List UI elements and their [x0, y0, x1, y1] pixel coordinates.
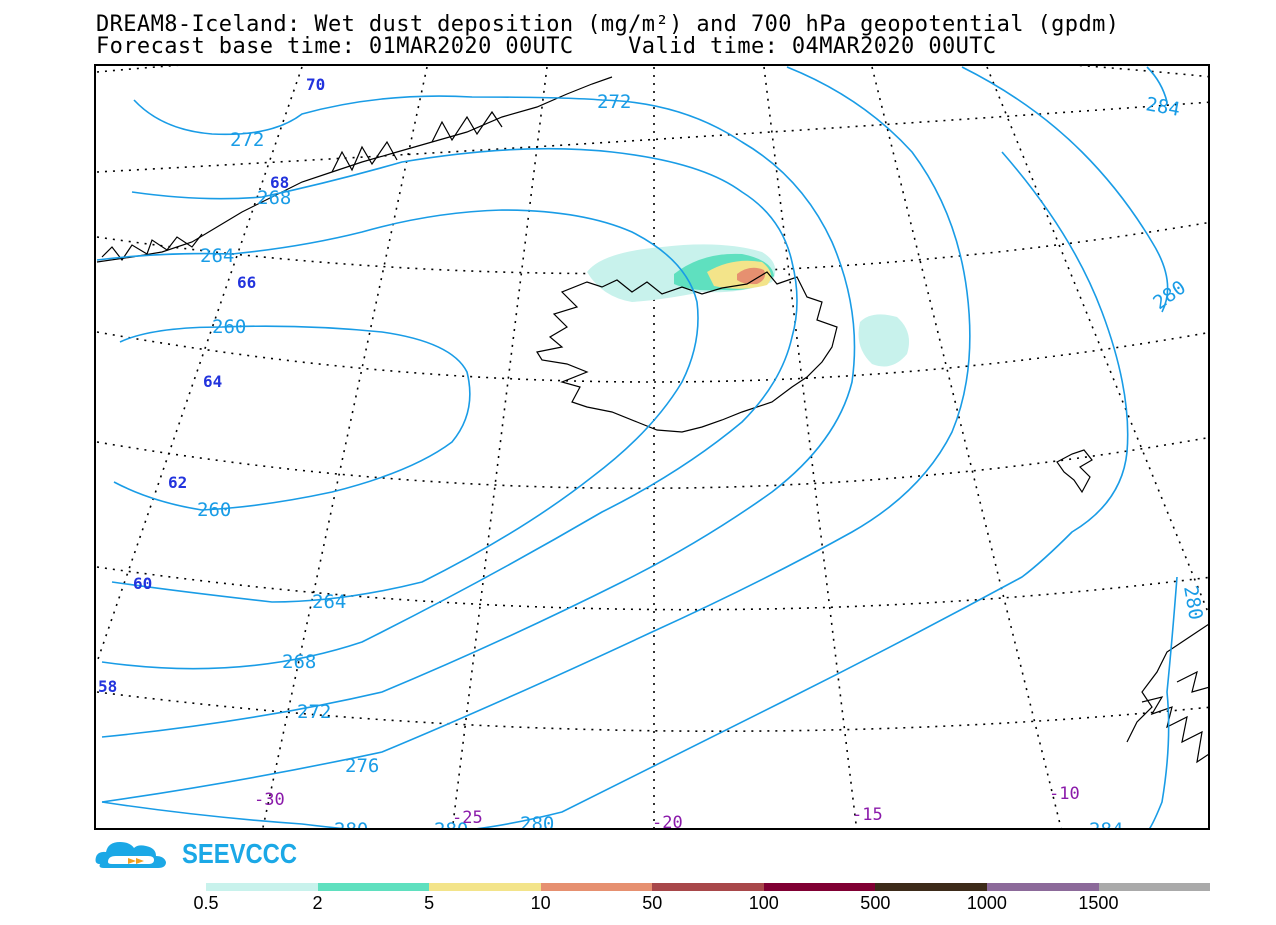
contour-label: 272	[230, 129, 264, 151]
latitude-line-68	[96, 101, 1208, 173]
legend-label: 2	[312, 893, 323, 913]
contour-280-bottom	[101, 801, 346, 828]
contour-272-north	[101, 95, 856, 738]
legend-swatch	[429, 883, 541, 891]
contour-label: 280	[1149, 276, 1190, 314]
dust-area-10	[737, 267, 766, 285]
legend-swatch	[206, 883, 318, 891]
longitude-label: -10	[1049, 784, 1080, 804]
contour-label: 284	[1144, 93, 1182, 121]
latitude-label: 60	[133, 574, 152, 593]
longitude-label: -20	[652, 813, 683, 830]
contour-label: 280	[334, 819, 368, 830]
contour-260-loop	[113, 325, 471, 511]
contour-label: 260	[212, 316, 246, 338]
meridian-5	[986, 66, 1208, 615]
contour-280-south	[476, 151, 1129, 828]
legend-swatch	[652, 883, 764, 891]
meridian-25	[451, 66, 548, 828]
latitude-line-58	[96, 691, 1208, 732]
legend-swatch	[1098, 883, 1211, 891]
latitude-label: 66	[237, 273, 256, 292]
longitude-label: -30	[254, 790, 285, 810]
contour-label: 260	[197, 499, 231, 521]
legend-label: 5	[424, 893, 435, 913]
contour-label: 280	[434, 819, 468, 830]
contour-label: 280	[1179, 584, 1207, 622]
contour-label: 276	[345, 755, 379, 777]
dust-deposition-field	[587, 244, 910, 367]
legend-swatch	[875, 883, 987, 891]
contour-276	[101, 66, 971, 803]
coastlines	[96, 76, 1208, 764]
forecast-times: Forecast base time: 01MAR2020 00UTC Vali…	[96, 34, 997, 59]
iceland-coast	[536, 271, 838, 433]
arrow-icon	[128, 858, 144, 864]
legend-swatch	[317, 883, 430, 891]
dust-area-0.5-east	[858, 314, 910, 367]
norway-coast	[1126, 623, 1208, 743]
legend-label: 100	[748, 893, 779, 913]
latitude-label: 70	[306, 75, 325, 94]
latitude-label: 68	[270, 173, 289, 192]
legend-swatch	[986, 883, 1099, 891]
contour-284	[1146, 66, 1178, 828]
contour-268-north	[101, 147, 798, 670]
latitude-label: 64	[203, 372, 222, 391]
latitude-line-66	[96, 221, 1208, 275]
longitude-label: -25	[452, 808, 483, 828]
latitude-label: 58	[98, 677, 117, 696]
latitude-label: 62	[168, 473, 187, 492]
color-legend	[206, 883, 1211, 891]
legend-label: 500	[860, 893, 891, 913]
graticule-lines	[96, 66, 1208, 828]
legend-swatch	[763, 883, 876, 891]
map-frame: 272 272 268 264 260 260 264 268 272 276 …	[94, 64, 1210, 830]
meridian-35	[96, 66, 303, 663]
legend-label: 0.5	[193, 893, 219, 913]
logo-text: SEEVCCC	[182, 838, 298, 869]
contour-280	[961, 66, 1169, 313]
meridian-10	[871, 66, 1062, 828]
legend-label: 1000	[966, 893, 1007, 913]
geopotential-contours	[96, 66, 1178, 828]
map-title: DREAM8-Iceland: Wet dust deposition (mg/…	[96, 12, 1120, 37]
legend-label: 10	[530, 893, 551, 913]
contour-label: 264	[312, 591, 346, 613]
latitude-line-60	[96, 566, 1208, 611]
contour-label: 272	[297, 701, 331, 723]
meridian-15	[763, 66, 858, 828]
contour-label: 284	[1089, 819, 1123, 830]
contour-264	[96, 209, 699, 603]
legend-label: 1500	[1078, 893, 1119, 913]
legend-swatch	[540, 883, 653, 891]
norway-fjords	[1141, 670, 1208, 764]
contour-label: 264	[200, 245, 234, 267]
greenland-fjords	[101, 110, 503, 262]
longitude-label: -15	[852, 805, 883, 825]
faroe-islands	[1056, 449, 1093, 494]
contour-label: 268	[282, 651, 316, 673]
seevccc-logo	[95, 842, 166, 868]
legend-label: 50	[642, 893, 663, 913]
cloud-icon	[95, 842, 166, 868]
contour-label: 272	[597, 91, 631, 113]
contour-label: 280	[520, 813, 554, 830]
map-canvas: 272 272 268 264 260 260 264 268 272 276 …	[96, 66, 1208, 830]
contour-label: 268	[257, 187, 291, 209]
